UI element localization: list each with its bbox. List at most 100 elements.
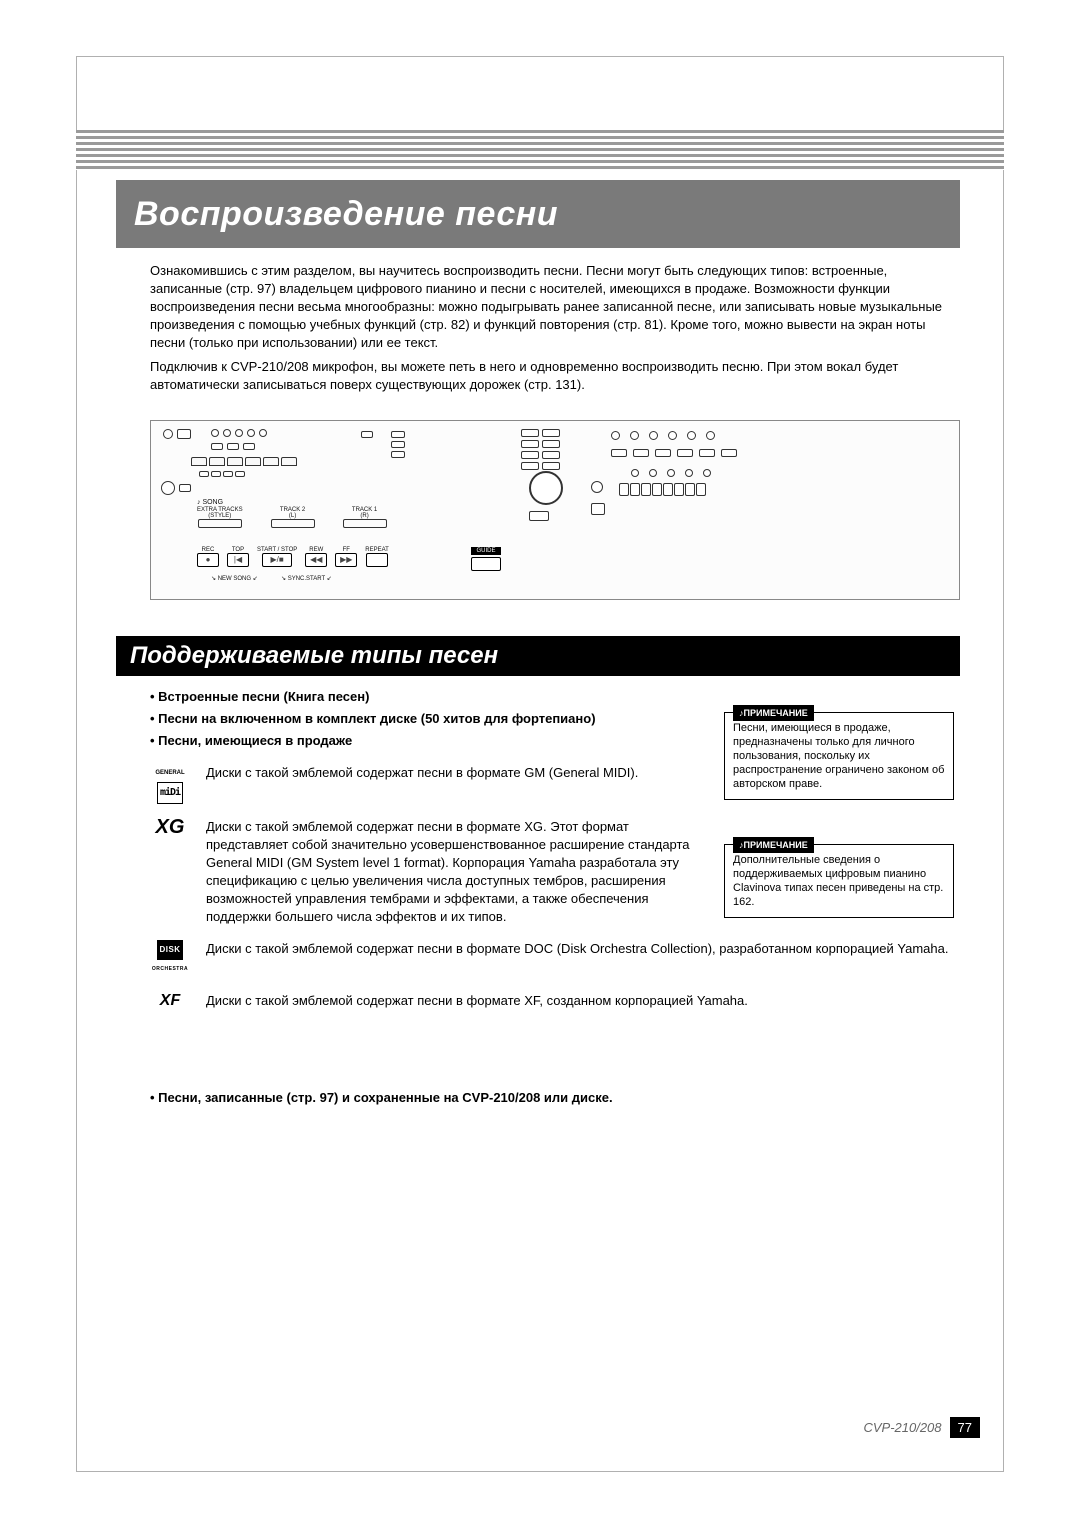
guide-label: GUIDE (471, 547, 501, 555)
rew-button-icon: ◀◀ (305, 553, 327, 567)
small-button-icon (699, 449, 715, 457)
knob-icon (591, 481, 603, 493)
small-button-icon (211, 471, 221, 477)
screen-slot-icon (209, 457, 225, 466)
play-button-icon: ▶/■ (262, 553, 292, 567)
small-button-icon (179, 484, 191, 492)
pill-button-icon (542, 451, 560, 459)
chapter-title: Воспроизведение песни (134, 195, 558, 234)
guide-button-icon (471, 557, 501, 571)
pill-button-icon (542, 462, 560, 470)
screen-slot-icon (191, 457, 207, 466)
key-icon (630, 483, 640, 496)
small-button-icon (177, 429, 191, 439)
disk-orchestra-logo-icon: DISK ORCHESTRA (150, 940, 190, 978)
small-button-icon (391, 451, 405, 458)
newsong-label: ↘ NEW SONG ↙ (211, 575, 258, 582)
small-button-icon (211, 443, 223, 450)
pill-button-icon (521, 440, 539, 448)
knob-icon (163, 429, 173, 439)
knob-icon (259, 429, 267, 437)
note-label: ♪ПРИМЕЧАНИЕ (733, 705, 814, 721)
xg-logo-icon: XG (150, 818, 190, 839)
key-icon (674, 483, 684, 496)
key-icon (641, 483, 651, 496)
xf-logo-icon: XF (150, 992, 190, 1011)
key-icon (619, 483, 629, 496)
small-button-icon (361, 431, 373, 438)
note-box-1: ♪ПРИМЕЧАНИЕ Песни, имеющиеся в продаже, … (724, 712, 954, 800)
page-number: 77 (950, 1417, 980, 1438)
knob-icon (631, 469, 639, 477)
small-button-icon (223, 471, 233, 477)
knob-icon (685, 469, 693, 477)
knob-icon (687, 431, 696, 440)
note-1-text: Песни, имеющиеся в продаже, предназначен… (733, 721, 945, 791)
small-button-icon (611, 449, 627, 457)
syncstart-label: ↘ SYNC.START ↙ (281, 575, 332, 582)
knob-icon (667, 469, 675, 477)
screen-slot-icon (245, 457, 261, 466)
small-button-icon (391, 441, 405, 448)
knob-icon (703, 469, 711, 477)
knob-icon (611, 431, 620, 440)
intro-p1: Ознакомившись с этим разделом, вы научит… (150, 262, 960, 352)
small-button-icon (243, 443, 255, 450)
jog-dial-icon (529, 471, 563, 505)
pill-button-icon (542, 440, 560, 448)
recorded-songs-bullet: • Песни, записанные (стр. 97) и сохранен… (150, 1090, 960, 1105)
intro-text: Ознакомившись с этим разделом, вы научит… (150, 262, 960, 400)
top-button-icon: |◀ (227, 553, 249, 567)
track-button-icon (343, 519, 387, 528)
section-heading-bar: Поддерживаемые типы песен (116, 636, 960, 676)
key-icon (685, 483, 695, 496)
song-label: ♪ SONG (197, 499, 223, 506)
small-button-icon (199, 471, 209, 477)
gm-text: Диски с такой эмблемой содержат песни в … (206, 764, 706, 782)
screen-slot-icon (227, 457, 243, 466)
small-button-icon (677, 449, 693, 457)
bullet-1: • Встроенные песни (Книга песен) (150, 688, 960, 706)
chapter-title-box: Воспроизведение песни (116, 180, 960, 248)
section-title: Поддерживаемые типы песен (130, 642, 498, 670)
rec-button-icon: ● (197, 553, 219, 567)
control-panel-diagram: ♪ SONG EXTRA TRACKS (STYLE) TRACK 2 (L) … (150, 420, 960, 600)
knob-icon (649, 469, 657, 477)
general-midi-logo-icon: GENERAL miDi (150, 764, 190, 804)
pill-button-icon (521, 429, 539, 437)
key-icon (652, 483, 662, 496)
page-footer: CVP-210/208 77 (863, 1417, 980, 1438)
track-button-icon (198, 519, 242, 528)
knob-icon (211, 429, 219, 437)
track-button-icon (271, 519, 315, 528)
note-box-2: ♪ПРИМЕЧАНИЕ Дополнительные сведения о по… (724, 844, 954, 918)
knob-icon (161, 481, 175, 495)
screen-slot-icon (281, 457, 297, 466)
note-label: ♪ПРИМЕЧАНИЕ (733, 837, 814, 853)
knob-icon (630, 431, 639, 440)
repeat-button-icon (366, 553, 388, 567)
small-button-icon (529, 511, 549, 521)
key-icon (663, 483, 673, 496)
xg-text: Диски с такой эмблемой содержат песни в … (206, 818, 706, 926)
key-icon (696, 483, 706, 496)
doc-text: Диски с такой эмблемой содержат песни в … (206, 940, 960, 958)
knob-icon (668, 431, 677, 440)
note-2-text: Дополнительные сведения о поддерживаемых… (733, 853, 945, 909)
small-button-icon (633, 449, 649, 457)
screen-slot-icon (263, 457, 279, 466)
pill-button-icon (542, 429, 560, 437)
header-stripes (76, 130, 1004, 170)
small-button-icon (235, 471, 245, 477)
pill-button-icon (521, 451, 539, 459)
pill-button-icon (521, 462, 539, 470)
knob-icon (235, 429, 243, 437)
ff-button-icon: ▶▶ (335, 553, 357, 567)
footer-model: CVP-210/208 (863, 1420, 941, 1435)
small-button-icon (391, 431, 405, 438)
small-button-icon (721, 449, 737, 457)
knob-icon (706, 431, 715, 440)
knob-icon (247, 429, 255, 437)
knob-icon (649, 431, 658, 440)
intro-p2: Подключив к CVP-210/208 микрофон, вы мож… (150, 358, 960, 394)
